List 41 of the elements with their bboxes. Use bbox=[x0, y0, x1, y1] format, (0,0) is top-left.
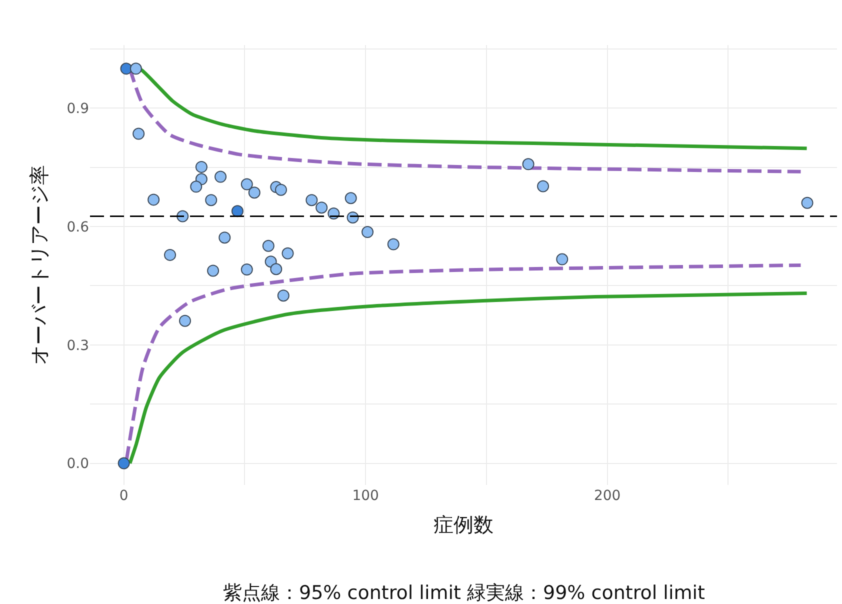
point bbox=[306, 194, 318, 206]
point bbox=[240, 178, 253, 190]
x-axis-title: 症例数 bbox=[434, 512, 494, 536]
point bbox=[282, 247, 294, 260]
point bbox=[240, 264, 253, 276]
y-tick-label: 0.3 bbox=[66, 338, 89, 354]
text: 紫点線：95% control limit 緑実線：99% control limit bbox=[223, 582, 705, 604]
point bbox=[190, 180, 202, 193]
point bbox=[118, 457, 130, 470]
point bbox=[120, 62, 132, 75]
point bbox=[195, 160, 208, 173]
point bbox=[248, 186, 260, 199]
point bbox=[207, 264, 220, 277]
point bbox=[556, 253, 568, 266]
y-tick-label: 0.0 bbox=[66, 456, 89, 472]
point bbox=[316, 202, 328, 214]
x-tick-label: 200 bbox=[594, 488, 621, 504]
point bbox=[130, 62, 142, 75]
point bbox=[132, 128, 145, 140]
point bbox=[522, 158, 534, 170]
point bbox=[537, 180, 550, 192]
point bbox=[262, 240, 274, 252]
y-tick-label: 0.9 bbox=[66, 101, 89, 118]
point bbox=[164, 248, 176, 261]
point bbox=[801, 196, 814, 209]
point bbox=[231, 205, 244, 218]
point bbox=[270, 263, 282, 276]
point bbox=[148, 194, 160, 206]
point bbox=[362, 226, 374, 238]
point bbox=[205, 194, 218, 206]
point bbox=[214, 170, 227, 183]
point bbox=[387, 238, 400, 250]
y-axis-title: オーバートリアージ率 bbox=[27, 165, 52, 365]
x-tick-label: 0 bbox=[119, 488, 128, 504]
x-tick-label: 100 bbox=[352, 488, 379, 504]
point bbox=[274, 184, 287, 196]
y-tick-label: 0.6 bbox=[66, 219, 90, 236]
point bbox=[179, 314, 192, 327]
point bbox=[344, 192, 357, 204]
point bbox=[218, 232, 231, 244]
point bbox=[277, 290, 290, 302]
